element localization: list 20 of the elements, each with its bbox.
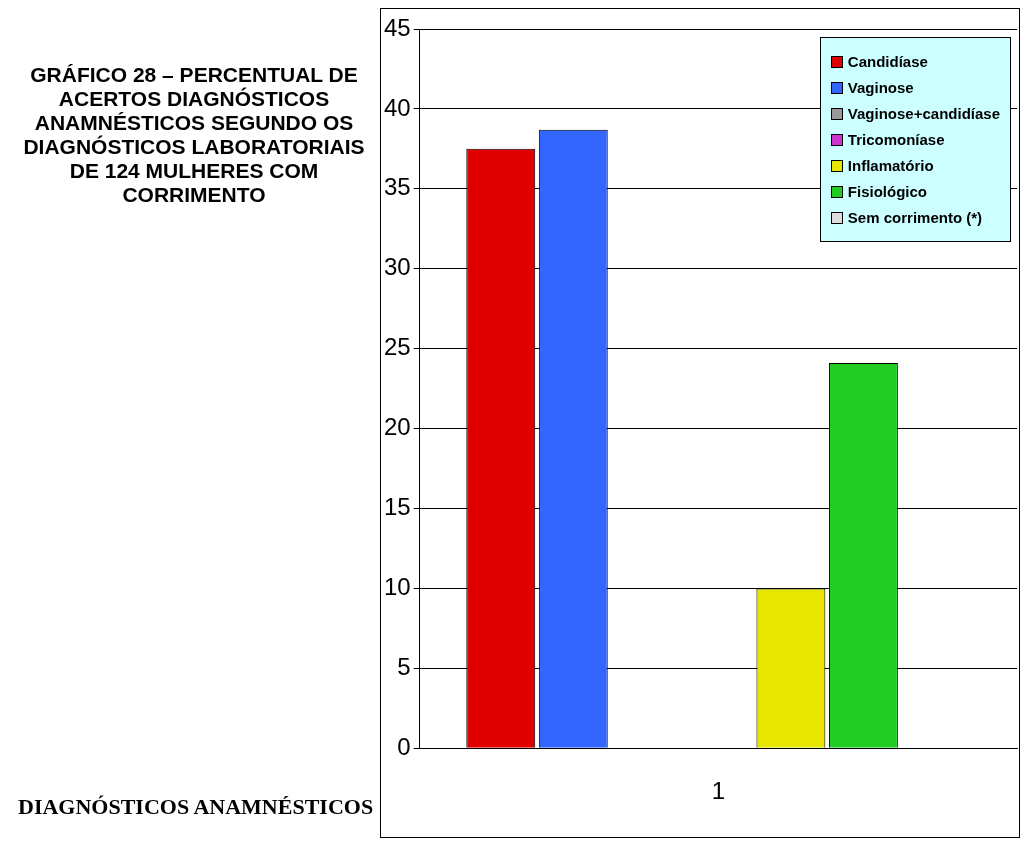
y-tick-label: 10 — [383, 573, 411, 600]
y-tick-label: 25 — [383, 333, 411, 361]
text: GRÁFICO 28 – PERCENTUAL DE ACERTOS DIAGNÓSTICOS ANAMNÉSTICOS SEGUNDO OS DIAGNÓSTICOS LABORATORIAIS DE 124 MULHERES COM CORRIMENTO — [22, 63, 366, 207]
y-tick-label: 30 — [383, 253, 411, 281]
legend-label: Candidíase — [847, 53, 928, 70]
x-axis-title: DIAGNÓSTICOS ANAMNÉSTICOS — [18, 794, 374, 820]
y-tick-label: 45 — [383, 13, 411, 41]
x-tick-label: 1 — [711, 777, 726, 805]
legend-label: Inflamatório — [847, 157, 934, 174]
y-tick-label: 20 — [383, 413, 411, 441]
legend-label: Sem corrimento (*) — [847, 209, 983, 226]
legend-label: Fisiológico — [847, 183, 928, 200]
y-tick-label: 15 — [383, 493, 411, 521]
y-tick-label: 40 — [383, 93, 411, 121]
legend-label: Vaginose+candidíase — [847, 105, 1000, 122]
legend-label: Tricomoníase — [847, 131, 945, 148]
legend-label: Vaginose — [847, 79, 914, 96]
y-tick-label: 35 — [383, 173, 411, 201]
y-tick-label: 5 — [397, 652, 411, 680]
y-tick-label: 0 — [397, 732, 411, 760]
